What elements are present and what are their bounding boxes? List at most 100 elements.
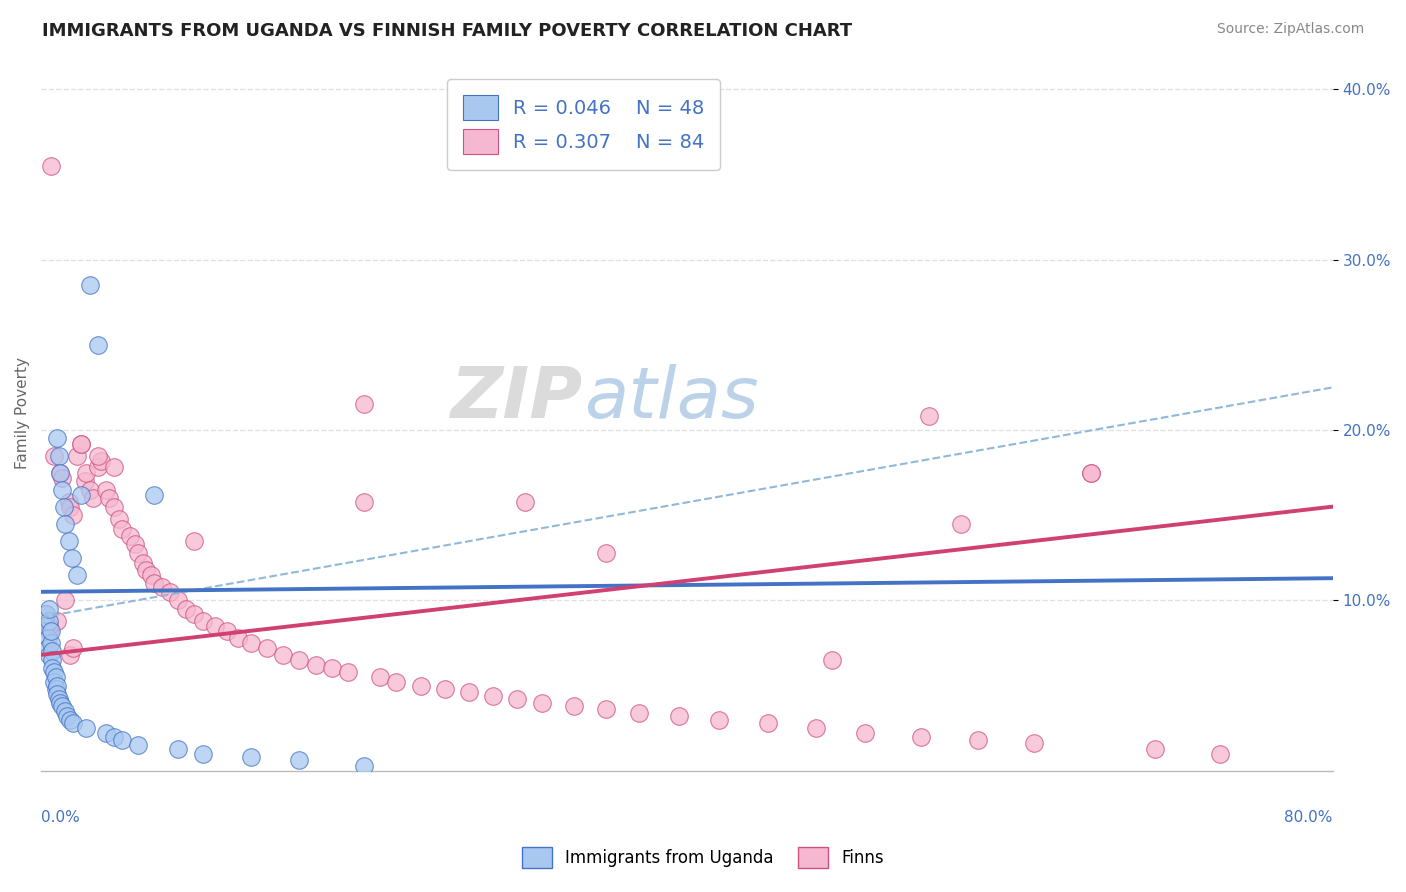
Point (353, 494, 375, 508)
Point (1080, 466, 1102, 480)
Point (124, 537, 146, 551)
Point (215, 624, 238, 638)
Point (62, 640, 84, 655)
Point (70, 488, 93, 502)
Point (38, 648, 60, 662)
Point (143, 488, 166, 502)
Point (66, 449, 89, 463)
Point (35, 607, 58, 621)
Point (48, 449, 70, 463)
Point (304, 658, 326, 673)
Point (103, 500, 125, 514)
Point (482, 689, 505, 703)
Point (94, 483, 117, 497)
Point (38, 624, 60, 638)
Point (35, 619, 58, 633)
Point (167, 593, 190, 607)
Point (191, 614, 214, 628)
Point (176, 602, 198, 616)
Point (51, 483, 73, 497)
Point (135, 563, 157, 577)
Point (368, 670, 391, 684)
Point (627, 706, 650, 720)
Y-axis label: Family Poverty: Family Poverty (15, 357, 30, 469)
Legend: Immigrants from Uganda, Finns: Immigrants from Uganda, Finns (515, 840, 891, 875)
Point (966, 733, 988, 747)
Point (191, 747, 214, 761)
Point (183, 607, 205, 621)
Point (143, 576, 166, 591)
Point (321, 661, 343, 675)
Point (53, 704, 76, 718)
Point (226, 631, 249, 645)
Point (53, 516, 76, 531)
Point (49, 466, 72, 480)
Point (42, 449, 65, 463)
Point (51, 698, 73, 713)
Point (1080, 466, 1102, 480)
Point (103, 730, 125, 744)
Point (183, 533, 205, 548)
Point (58, 533, 80, 548)
Point (35, 607, 58, 621)
Point (709, 713, 731, 727)
Point (353, 758, 375, 772)
Point (595, 702, 617, 716)
Point (38, 619, 60, 633)
Point (45, 681, 67, 696)
Point (756, 716, 779, 731)
Point (37, 640, 59, 655)
Point (288, 754, 311, 768)
Point (90, 453, 112, 467)
Point (910, 730, 932, 744)
Point (107, 511, 129, 525)
Point (853, 726, 876, 740)
Point (59, 648, 82, 662)
Point (58, 494, 80, 508)
Point (73, 474, 96, 488)
Point (409, 679, 432, 693)
Point (94, 726, 117, 740)
Point (38, 602, 60, 616)
Point (59, 713, 82, 727)
Point (353, 397, 375, 411)
Point (75, 466, 97, 480)
Point (51, 470, 73, 484)
Point (336, 665, 359, 679)
Point (49, 696, 72, 710)
Point (52, 500, 75, 514)
Point (595, 546, 617, 560)
Point (39, 636, 62, 650)
Point (506, 692, 529, 706)
Point (159, 584, 181, 599)
Point (97, 491, 120, 505)
Point (39, 624, 62, 638)
Point (118, 528, 141, 542)
Point (240, 750, 263, 764)
Point (46, 687, 69, 701)
Point (41, 653, 63, 667)
Point (1144, 741, 1167, 756)
Point (150, 580, 173, 594)
Point (37, 631, 59, 645)
Legend: R = 0.046    N = 48, R = 0.307    N = 84: R = 0.046 N = 48, R = 0.307 N = 84 (447, 79, 720, 170)
Point (38, 614, 60, 628)
Point (86, 460, 108, 475)
Point (918, 409, 941, 424)
Point (515, 494, 537, 508)
Point (62, 716, 84, 731)
Point (256, 640, 278, 655)
Text: Source: ZipAtlas.com: Source: ZipAtlas.com (1216, 22, 1364, 37)
Point (60, 550, 83, 565)
Point (804, 721, 827, 735)
Point (530, 696, 553, 710)
Point (167, 741, 190, 756)
Point (70, 436, 93, 450)
Point (82, 491, 104, 505)
Point (668, 709, 690, 723)
Point (46, 679, 69, 693)
Point (240, 636, 263, 650)
Point (562, 698, 585, 713)
Point (56, 709, 79, 723)
Point (204, 619, 226, 633)
